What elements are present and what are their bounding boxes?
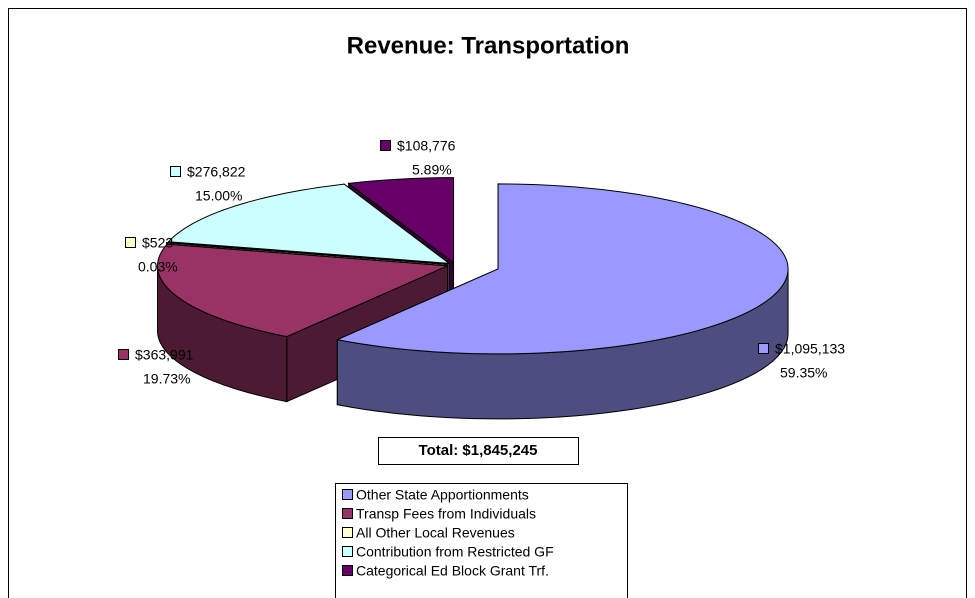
legend-label: All Other Local Revenues: [356, 525, 515, 541]
slice: [165, 242, 448, 265]
total-label: Total: $1,845,245: [419, 442, 538, 459]
legend-swatch: [342, 527, 353, 538]
percent-label: 5.89%: [412, 162, 452, 178]
percent-label: 0.03%: [138, 259, 178, 275]
legend-swatch: [342, 508, 353, 519]
label-swatch: [118, 349, 129, 360]
legend-label: Contribution from Restricted GF: [356, 544, 554, 560]
legend-swatch: [342, 489, 353, 500]
total-box: [378, 437, 579, 465]
label-swatch: [380, 140, 391, 151]
percent-label: 15.00%: [195, 188, 242, 204]
slice: [347, 177, 455, 264]
amount-label: $276,822: [187, 164, 246, 180]
label-swatch: [758, 343, 769, 354]
amount-label: $523: [142, 235, 173, 251]
pie: [157, 177, 789, 420]
amount-label: $363,991: [135, 347, 194, 363]
legend: [335, 483, 628, 598]
chart-title: Revenue: Transportation: [347, 32, 630, 59]
percent-label: 59.35%: [780, 365, 827, 381]
amount-label: $108,776: [397, 138, 456, 154]
slice: [157, 243, 448, 338]
legend-label: Other State Apportionments: [356, 487, 529, 503]
label-swatch: [170, 166, 181, 177]
legend-label: Categorical Ed Block Grant Trf.: [356, 563, 549, 579]
percent-label: 19.73%: [143, 371, 190, 387]
label-swatch: [125, 237, 136, 248]
amount-label: $1,095,133: [775, 341, 845, 357]
legend-label: Transp Fees from Individuals: [356, 506, 536, 522]
slice: [335, 183, 789, 355]
legend-swatch: [342, 565, 353, 576]
legend-swatch: [342, 546, 353, 557]
slice: [167, 183, 451, 265]
